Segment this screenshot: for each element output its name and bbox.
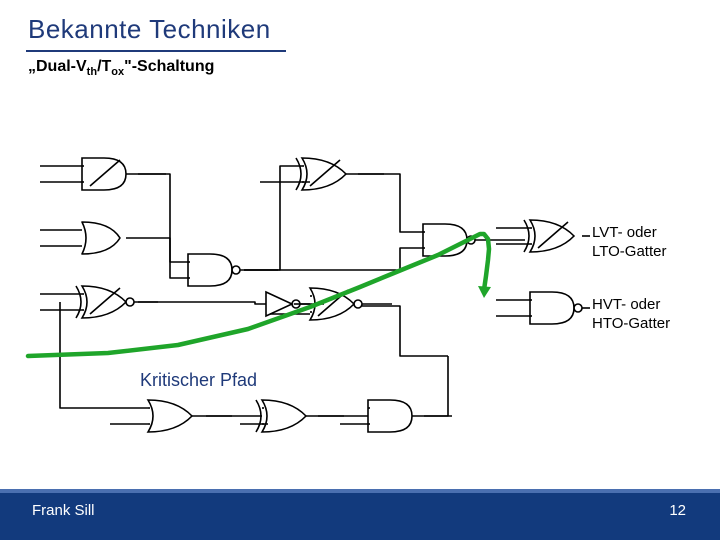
- circuit-diagram: [0, 0, 720, 540]
- legend-hvt: HVT- oder HTO-Gatter: [592, 296, 670, 334]
- footer-author: Frank Sill: [32, 502, 95, 519]
- legend-lvt-line2: LTO-Gatter: [592, 243, 666, 260]
- footer-page-number: 12: [669, 502, 686, 519]
- legend-lvt: LVT- oder LTO-Gatter: [592, 224, 666, 262]
- legend-lvt-line1: LVT- oder: [592, 224, 657, 241]
- legend-hvt-line2: HTO-Gatter: [592, 315, 670, 332]
- footer-band-bot: [0, 493, 720, 540]
- legend-hvt-line1: HVT- oder: [592, 296, 660, 313]
- critical-path-label: Kritischer Pfad: [140, 370, 257, 391]
